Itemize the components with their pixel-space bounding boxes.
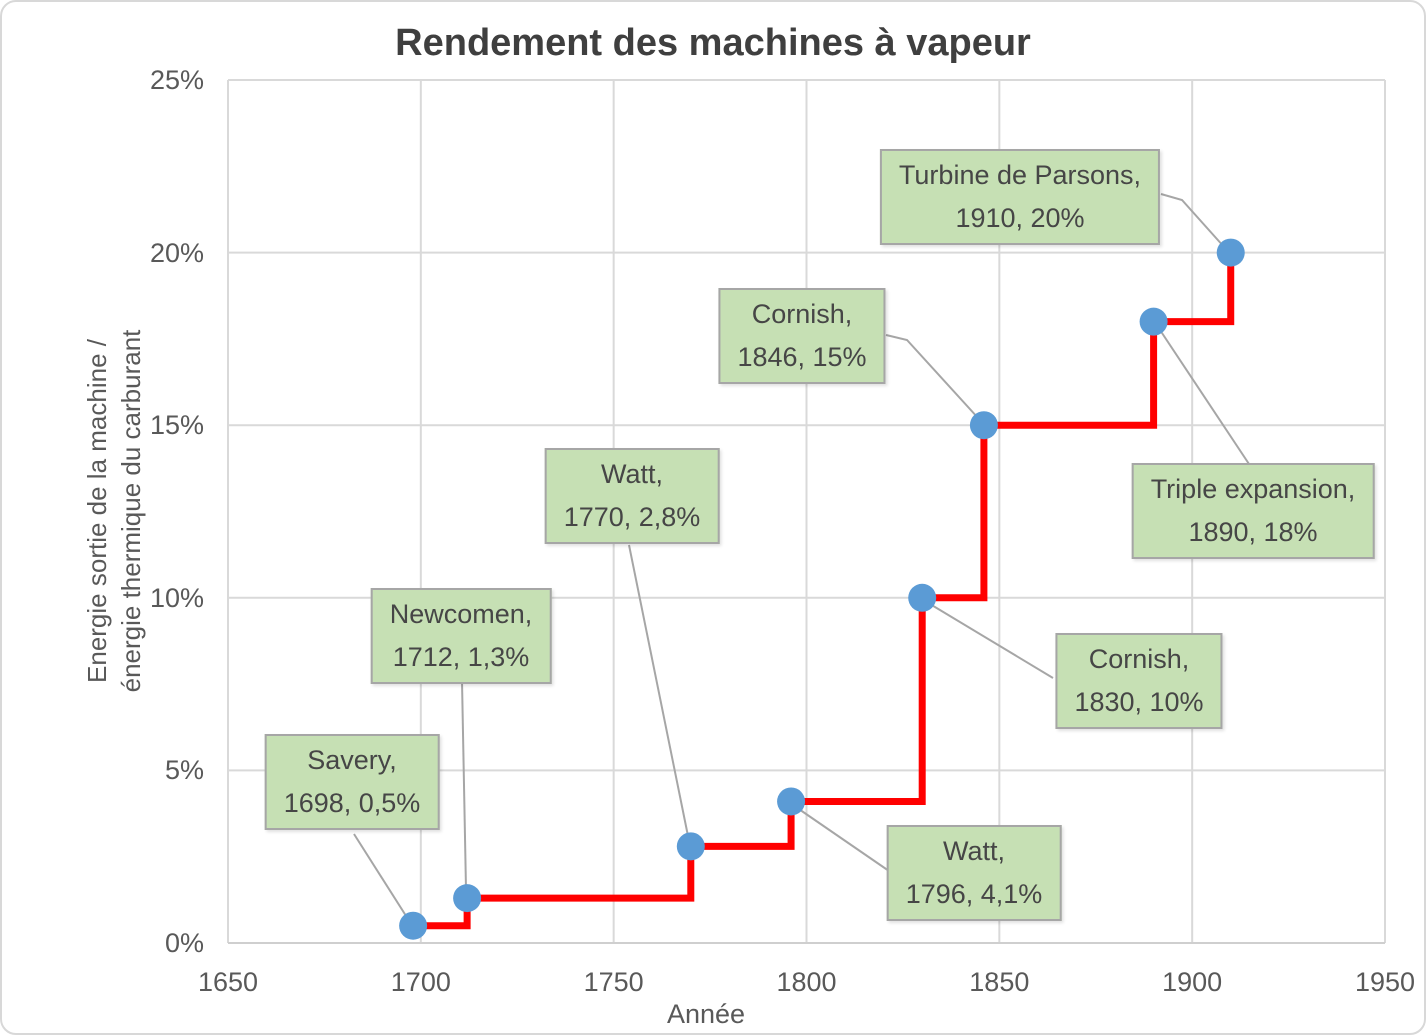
leader-line-newcomen-1712 xyxy=(461,680,467,890)
data-label-value-line: 1770, 2,8% xyxy=(563,502,701,532)
x-tick-1800: 1800 xyxy=(776,967,837,997)
data-label-triple-expansion-1890[interactable]: Triple expansion, 1890, 18% xyxy=(1131,463,1375,559)
leader-line-watt-1796 xyxy=(792,804,890,872)
y-tick-5%: 5% xyxy=(164,755,204,786)
x-tick-1700: 1700 xyxy=(390,967,451,997)
y-axis-title: Energie sortie de la machine / énergie t… xyxy=(80,330,148,693)
data-label-value-line: 1910, 20% xyxy=(955,203,1085,233)
leader-line-cornish-1846 xyxy=(885,334,980,420)
x-tick-1950: 1950 xyxy=(1354,967,1416,997)
x-tick-1650: 1650 xyxy=(197,967,259,997)
efficiency-step-line[interactable] xyxy=(413,252,1235,930)
data-point-triple-expansion-1890[interactable] xyxy=(1139,307,1168,336)
data-label-name-line: Savery, xyxy=(307,745,397,775)
data-point-cornish-1846[interactable] xyxy=(969,411,998,440)
data-label-value-line: 1698, 0,5% xyxy=(283,788,421,818)
y-tick-0%: 0% xyxy=(164,928,204,958)
data-label-name-line: Watt, xyxy=(942,836,1006,866)
data-point-cornish-1830[interactable] xyxy=(908,583,937,612)
data-label-name-line: Triple expansion, xyxy=(1150,474,1356,504)
chart-title[interactable]: Rendement des machines à vapeur xyxy=(395,22,1031,64)
data-label-name-line: Cornish, xyxy=(1088,644,1190,674)
data-label-watt-1796[interactable]: Watt, 1796, 4,1% xyxy=(886,825,1062,921)
data-label-name-line: Newcomen, xyxy=(389,599,533,629)
y-tick-25%: 25% xyxy=(149,65,204,95)
y-axis-title-line2: énergie thermique du carburant xyxy=(116,329,146,693)
data-label-value-line: 1890, 18% xyxy=(1188,517,1318,547)
data-label-turbine-parsons-1910[interactable]: Turbine de Parsons, 1910, 20% xyxy=(879,149,1161,245)
data-label-watt-1770[interactable]: Watt, 1770, 2,8% xyxy=(544,448,720,544)
data-label-value-line: 1846, 15% xyxy=(737,342,867,372)
data-label-cornish-1830[interactable]: Cornish, 1830, 10% xyxy=(1055,633,1223,729)
x-tick-1750: 1750 xyxy=(583,967,644,997)
x-axis-title: Année xyxy=(666,999,746,1029)
data-label-value-line: 1830, 10% xyxy=(1074,687,1204,717)
data-point-newcomen-1712[interactable] xyxy=(453,884,482,913)
y-axis-title-line1: Energie sortie de la machine / xyxy=(82,339,112,683)
x-tick-1850: 1850 xyxy=(969,967,1030,997)
data-point-watt-1770[interactable] xyxy=(676,832,705,861)
leader-line-turbine-parsons-1910 xyxy=(1160,193,1226,249)
data-point-savery-1698[interactable] xyxy=(399,911,428,940)
x-tick-1900: 1900 xyxy=(1162,967,1223,997)
leader-line-savery-1698 xyxy=(353,833,409,920)
y-tick-10%: 10% xyxy=(149,582,204,613)
data-label-value-line: 1796, 4,1% xyxy=(905,879,1043,909)
data-label-name-line: Watt, xyxy=(600,459,664,489)
data-label-cornish-1846[interactable]: Cornish, 1846, 15% xyxy=(718,288,886,384)
data-label-newcomen-1712[interactable]: Newcomen, 1712, 1,3% xyxy=(370,588,552,684)
data-label-savery-1698[interactable]: Savery, 1698, 0,5% xyxy=(264,734,440,830)
y-tick-20%: 20% xyxy=(149,237,204,268)
data-label-name-line: Turbine de Parsons, xyxy=(898,160,1142,190)
leader-line-cornish-1830 xyxy=(924,600,1054,679)
data-point-turbine-de-parsons-1910[interactable] xyxy=(1216,238,1245,267)
data-label-value-line: 1712, 1,3% xyxy=(392,642,530,672)
data-label-name-line: Cornish, xyxy=(751,299,853,329)
y-tick-15%: 15% xyxy=(149,410,204,441)
leader-line-triple-expansion-1890 xyxy=(1155,323,1250,465)
leader-line-watt-1770 xyxy=(628,544,689,837)
data-point-watt-1796[interactable] xyxy=(777,787,806,816)
